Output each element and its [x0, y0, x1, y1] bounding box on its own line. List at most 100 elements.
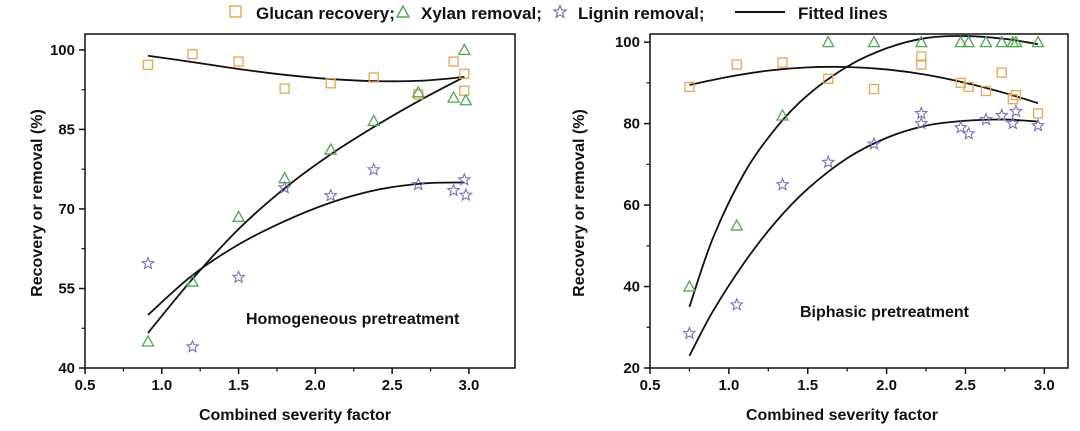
- fitted-line: [688, 118, 1039, 357]
- lignin-point: [446, 182, 461, 197]
- plot-frame: [649, 33, 1069, 369]
- lignin-point: [1030, 118, 1046, 132]
- xylan-point: [446, 90, 461, 103]
- glucan-point: [459, 85, 470, 96]
- x-tick-label: 0.5: [75, 377, 96, 394]
- x-tick-label: 0.5: [640, 377, 661, 394]
- legend-fitted-label: Fitted lines: [798, 4, 888, 23]
- xylan-point: [185, 274, 200, 287]
- lignin-point: [682, 325, 697, 340]
- lignin-point: [411, 177, 426, 191]
- glucan-point: [868, 83, 880, 95]
- x-tick-label: 1.5: [228, 377, 249, 394]
- glucan-point: [916, 59, 927, 70]
- glucan-point: [731, 59, 742, 70]
- xylan-point: [141, 334, 155, 347]
- xylan-point: [995, 35, 1009, 48]
- lignin-point: [366, 162, 381, 176]
- xylan-point: [962, 35, 976, 48]
- axis-ticks: 0.5 1.0 1.5 2.0 2.5 3.0 40 55 70 85 100: [50, 42, 479, 394]
- fitted-line: [147, 181, 465, 316]
- xylan-point: [324, 142, 338, 155]
- fitted-lines: [147, 54, 465, 334]
- xylan-point: [954, 35, 968, 48]
- panel-annotation: Biphasic pretreatment: [800, 304, 970, 321]
- fitted-line: [689, 65, 1039, 105]
- lignin-point: [185, 339, 200, 353]
- y-tick-label: 100: [50, 42, 75, 59]
- lignin-point: [277, 180, 292, 194]
- y-tick-label: 55: [58, 280, 75, 297]
- glucan-point: [777, 57, 788, 68]
- x-tick-label: 2.5: [955, 377, 976, 394]
- xylan-point: [231, 210, 246, 223]
- x-tick-label: 2.5: [382, 377, 403, 394]
- lignin-point: [961, 126, 976, 140]
- glucan-point: [279, 83, 290, 94]
- glucan-point: [963, 81, 974, 93]
- lignin-point: [457, 172, 472, 186]
- glucan-point: [233, 56, 244, 67]
- data-points: [682, 35, 1046, 340]
- xylan-point: [821, 35, 835, 48]
- glucan-point: [1010, 89, 1022, 101]
- lignin-point: [140, 256, 156, 270]
- xylan-point: [775, 108, 790, 121]
- lignin-point: [978, 112, 994, 126]
- panel-annotation: Homogeneous pretreatment: [246, 311, 460, 328]
- xylan-point: [682, 279, 697, 292]
- xylan-point: [979, 35, 993, 48]
- lignin-point: [458, 187, 473, 202]
- glucan-point: [325, 78, 336, 89]
- y-tick-label: 80: [623, 116, 640, 133]
- legend-glucan-marker: [229, 5, 242, 18]
- xylan-point: [730, 218, 744, 231]
- lignin-point: [821, 154, 836, 169]
- x-tick-label: 3.0: [1034, 377, 1055, 394]
- data-points: [140, 43, 473, 353]
- x-tick-label: 1.0: [718, 377, 739, 394]
- lignin-point: [729, 297, 744, 311]
- x-tick-label: 2.0: [305, 377, 326, 394]
- xylan-point: [1009, 35, 1023, 48]
- glucan-point: [1032, 108, 1044, 119]
- xylan-point: [457, 43, 471, 56]
- y-tick-label: 70: [58, 201, 75, 218]
- xylan-point: [1031, 35, 1045, 48]
- plot-frame: [84, 33, 516, 369]
- y-tick-label: 40: [623, 279, 640, 296]
- y-tick-label: 100: [615, 34, 640, 51]
- y-tick-label: 85: [58, 121, 75, 138]
- lignin-point: [1005, 116, 1020, 130]
- y-tick-label: 60: [623, 197, 640, 214]
- glucan-point: [916, 51, 927, 62]
- y-tick-label: 40: [58, 360, 75, 377]
- glucan-point: [368, 72, 379, 83]
- legend-lignin-label: Lignin removal;: [578, 4, 705, 23]
- glucan-point: [980, 85, 992, 97]
- glucan-point: [684, 81, 695, 93]
- xylan-point: [367, 114, 381, 127]
- fitted-line: [147, 76, 465, 334]
- xylan-point: [459, 93, 473, 106]
- lignin-point: [914, 105, 929, 120]
- legend-xylan-label: Xylan removal;: [421, 4, 542, 23]
- lignin-point: [323, 188, 338, 202]
- x-tick-label: 2.0: [876, 377, 897, 394]
- panel-homogeneous: 0.5 1.0 1.5 2.0 2.5 3.0 40 55 70 85 100 Homogeneou…: [29, 33, 516, 424]
- legend-xylan-marker: [395, 4, 411, 18]
- glucan-point: [448, 56, 459, 67]
- glucan-point: [823, 73, 834, 84]
- lignin-point: [994, 107, 1009, 122]
- fitted-line: [688, 35, 1039, 308]
- xylan-point: [411, 85, 425, 98]
- lignin-point: [914, 116, 929, 130]
- x-tick-label: 3.0: [458, 377, 479, 394]
- glucan-point: [187, 48, 198, 60]
- x-tick-label: 1.5: [797, 377, 818, 394]
- x-axis-title: Combined severity factor: [199, 407, 391, 424]
- fitted-line: [147, 54, 465, 83]
- glucan-point: [459, 68, 470, 79]
